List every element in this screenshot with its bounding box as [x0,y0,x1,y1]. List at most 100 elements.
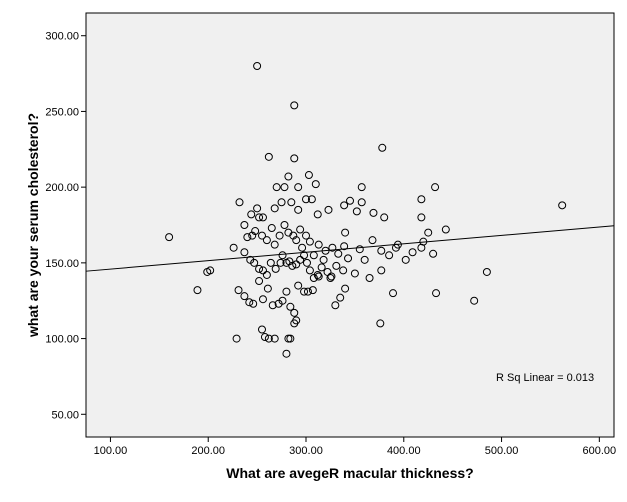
data-point [346,196,354,205]
data-point [282,287,291,296]
data-point [441,225,450,234]
linear-fit-line [85,225,615,272]
data-point [307,195,316,204]
data-point [245,298,254,307]
data-point [298,243,307,252]
data-point [229,243,238,252]
data-point [280,221,289,229]
data-point [262,236,271,245]
data-point [339,266,348,275]
data-point [305,237,314,246]
axis-ticks: 100.00 200.00 300.00 400.00 500.00 600.00 50.0… [45,31,616,457]
x-tick-label: 400.00 [387,445,421,457]
data-point [272,183,281,192]
data-point [303,287,312,296]
y-tick-label: 250.00 [45,106,79,118]
data-point [408,248,417,257]
data-point [344,254,353,263]
data-point [336,293,345,302]
data-point [558,201,567,210]
data-point [328,243,337,252]
data-point [327,272,336,281]
data-point [331,301,340,310]
data-point [288,261,297,270]
data-point [260,333,269,342]
x-tick-label: 200.00 [191,445,225,457]
y-axis-title: what are your serum cholesterol? [25,113,41,338]
data-point [286,334,295,343]
data-point [305,266,314,275]
data-point [258,213,267,222]
data-point [296,255,305,264]
data-point [431,183,440,192]
data-point [270,334,279,343]
data-point [357,183,366,192]
data-point [267,224,276,233]
data-point [255,277,264,286]
data-point [278,251,287,260]
data-point [287,198,296,207]
data-point [302,195,310,204]
data-point [290,308,299,317]
data-point [294,281,303,290]
data-point [319,255,328,264]
data-point [482,267,491,276]
data-point [376,319,385,328]
x-tick-label: 600.00 [583,445,617,457]
data-point [377,246,386,255]
data-point [290,154,299,163]
data-point [193,286,202,295]
data-point [264,152,273,161]
data-point [313,270,322,279]
data-point [401,255,410,264]
data-point [275,231,284,240]
data-point [277,198,286,207]
data-point [385,251,394,260]
r-squared-annotation: R Sq Linear = 0.013 [496,372,594,384]
data-point [296,225,305,234]
data-point [292,260,301,269]
data-point [243,233,252,242]
data-point [276,258,285,267]
data-point [311,180,320,189]
data-point [255,213,264,222]
data-point [263,284,272,293]
x-tick-label: 100.00 [94,445,128,457]
data-point [278,296,287,305]
data-point [365,274,374,282]
data-point [292,316,301,325]
data-point [271,264,280,273]
y-tick-label: 100.00 [45,334,79,346]
data-point [324,205,333,214]
data-point [429,249,438,258]
y-tick-label: 150.00 [45,258,79,270]
data-point [417,195,426,204]
data-point [368,236,377,245]
data-point [294,183,303,192]
data-point [258,231,266,240]
data-point [264,334,273,343]
data-point [341,228,350,237]
data-point [251,227,260,236]
data-point [432,289,441,298]
data-point [262,270,271,279]
data-point [234,286,243,295]
data-point [302,258,311,267]
data-point [240,292,249,301]
data-point [332,261,341,270]
y-tick-label: 50.00 [51,409,79,421]
data-point [292,236,301,245]
data-point [240,221,249,229]
data-point [280,183,289,192]
data-point [300,251,309,260]
data-point [165,233,174,242]
x-tick-label: 300.00 [289,445,323,457]
data-point [284,172,293,181]
data-point [350,269,359,278]
data-point [232,334,241,343]
data-point [258,325,266,334]
data-point [240,248,249,257]
data-point [377,266,386,275]
data-point [313,210,322,219]
data-point [290,101,299,110]
